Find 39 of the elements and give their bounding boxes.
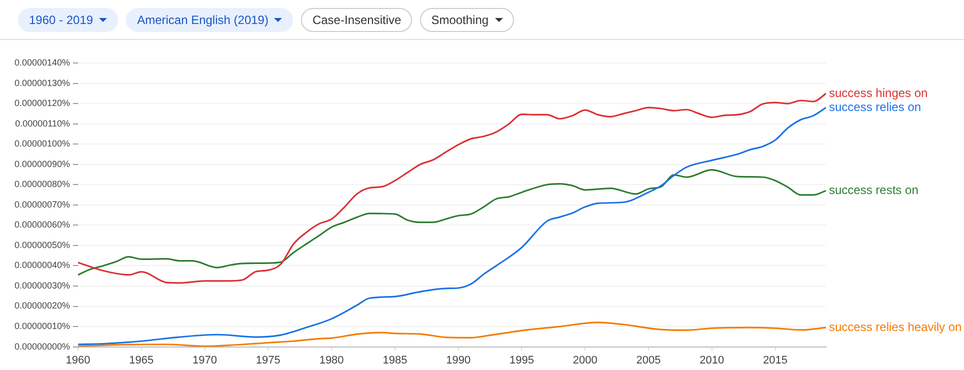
dropdown-field: American English (2019) [126,8,294,32]
y-tick-label: 0.00000050% [14,240,70,250]
x-tick-label: 2005 [636,354,661,366]
y-tick-label: 0.00000110% [15,118,70,128]
toggle-button: Case-Insensitive [301,8,412,32]
y-tick-label: 0.00000080% [14,179,70,190]
x-tick-label: 2010 [700,354,724,366]
y-tick-label: 0.00000070% [14,199,70,210]
y-tick-label: 0.00000010% [14,321,70,332]
x-tick-label: 1960 [66,354,90,366]
series-label: success rests on [829,183,918,198]
x-tick-label: 1965 [129,354,154,366]
x-tick-label: 2000 [572,354,598,366]
line-series [78,169,826,276]
series-label: success hinges on [829,86,928,100]
x-tick-label: 1975 [256,354,280,366]
y-tick-label: 0.00000030% [14,280,70,290]
y-tick-label: 0.00000100% [14,138,70,149]
x-tick-label: 2015 [763,354,788,366]
y-tick-label: 0.00000090% [14,158,70,169]
y-tick-label: 0.00000120% [14,98,70,108]
y-tick-label: 0.00000140% [14,57,70,68]
y-tick-label: 0.00000130% [14,78,70,88]
series-label: success relies on [829,100,922,114]
y-tick-label: 0.00000040% [14,260,70,270]
x-tick-label: 1970 [192,354,218,366]
dropdown-field: Smoothing [420,8,514,32]
series-label: success relies heavily on [829,320,962,334]
line-series [78,92,826,284]
line-series [78,106,826,346]
line-series [78,322,826,347]
y-tick-label: 0.00000000% [14,341,70,352]
y-tick-label: 0.00000020% [14,300,70,311]
x-tick-label: 1995 [509,354,534,366]
y-tick-label: 0.00000060% [14,220,70,230]
x-tick-label: 1985 [382,354,408,366]
x-tick-label: 1990 [446,354,471,366]
dropdown-field: 1960 - 2019 [18,8,118,32]
x-tick-label: 1980 [319,354,344,366]
